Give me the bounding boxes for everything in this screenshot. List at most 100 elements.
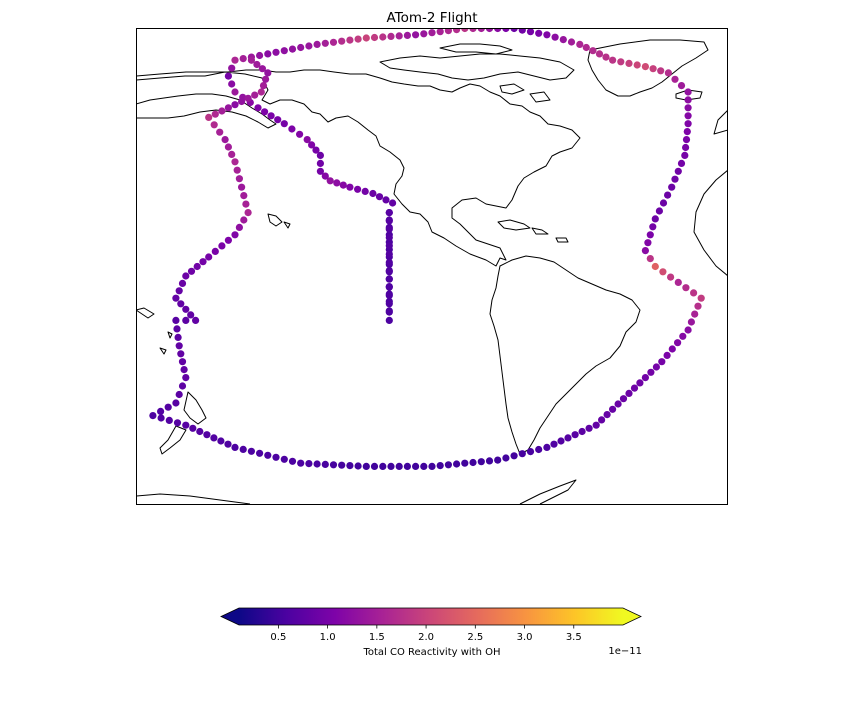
- flight-point: [550, 440, 558, 448]
- flight-point: [346, 36, 354, 44]
- flight-point: [543, 443, 551, 451]
- colorbar-gradient: [239, 608, 623, 625]
- flight-point: [231, 101, 239, 109]
- flight-point: [316, 159, 324, 167]
- hawaii-coastline: [267, 213, 291, 229]
- flight-point: [655, 207, 664, 215]
- flight-point: [174, 333, 182, 341]
- flight-point: [224, 72, 232, 80]
- flight-point: [557, 437, 565, 445]
- flight-point: [175, 287, 183, 295]
- flight-point: [261, 108, 269, 116]
- flight-point: [641, 247, 650, 255]
- flight-point: [412, 462, 420, 470]
- colorbar-ticks: 0.5 1.0 1.5 2.0 2.5 3.0 3.5: [270, 625, 582, 643]
- colorbar-tick-label: 2.5: [467, 632, 483, 643]
- flight-point: [567, 38, 576, 46]
- flight-point: [280, 47, 288, 55]
- flight-point: [256, 51, 264, 60]
- flight-point: [370, 462, 379, 470]
- flight-point: [370, 33, 379, 42]
- flight-point: [244, 209, 252, 217]
- flight-point: [379, 33, 387, 41]
- flight-point: [211, 110, 219, 118]
- flight-point: [256, 449, 264, 457]
- flight-point: [354, 35, 362, 43]
- flight-point: [193, 262, 201, 271]
- flight-point: [551, 33, 559, 41]
- flight-point: [403, 31, 411, 39]
- flight-point: [257, 88, 265, 96]
- flight-point: [636, 379, 644, 387]
- flight-point: [211, 247, 219, 255]
- flight-point: [375, 193, 384, 201]
- flight-point: [240, 192, 248, 200]
- flight-point: [674, 167, 682, 175]
- flight-point: [303, 136, 311, 144]
- flight-point: [664, 191, 672, 199]
- flight-point: [671, 175, 679, 183]
- flight-point: [175, 342, 183, 350]
- flight-point: [308, 141, 316, 149]
- flight-point: [305, 460, 313, 468]
- flight-point: [272, 48, 280, 56]
- flight-point: [313, 40, 321, 49]
- flight-point: [173, 419, 182, 427]
- flight-point: [403, 462, 411, 470]
- flight-point: [694, 302, 702, 310]
- colorbar-offset-text: 1e−11: [608, 646, 642, 657]
- flight-point: [274, 116, 282, 124]
- flight-point: [239, 55, 247, 63]
- flight-point: [228, 64, 236, 72]
- flight-point: [187, 267, 196, 275]
- flight-point: [485, 457, 494, 465]
- alaska-coastline: [136, 93, 277, 129]
- flight-point: [231, 231, 239, 239]
- flight-point: [321, 460, 329, 468]
- flight-point: [369, 189, 377, 198]
- flight-point: [385, 225, 393, 233]
- flight-point: [339, 181, 347, 189]
- flight-point: [668, 183, 676, 191]
- flight-point: [288, 45, 297, 53]
- flight-point: [477, 28, 485, 33]
- flight-point: [288, 457, 297, 465]
- flight-point: [180, 366, 188, 374]
- flight-point: [477, 458, 485, 466]
- flight-point: [510, 452, 518, 460]
- arctic-islands-coastline: [379, 43, 575, 103]
- flight-point: [216, 128, 224, 136]
- flight-point: [535, 445, 543, 454]
- flight-point: [652, 363, 661, 371]
- flight-point: [173, 325, 181, 333]
- europe-africa-coastline: [693, 109, 728, 277]
- flight-point: [682, 136, 691, 144]
- flight-point: [253, 60, 261, 69]
- flight-point: [663, 351, 671, 359]
- flight-point: [262, 75, 270, 83]
- flight-point: [651, 262, 659, 271]
- coastlines: [136, 39, 728, 505]
- flight-point: [264, 451, 272, 459]
- flight-point: [218, 242, 226, 250]
- flight-point: [242, 200, 250, 208]
- flight-point: [595, 50, 604, 58]
- flight-point: [644, 239, 652, 247]
- flight-point: [453, 28, 461, 34]
- flight-point: [178, 382, 187, 390]
- flight-point: [329, 38, 338, 46]
- flight-point: [247, 447, 255, 455]
- flight-point: [646, 255, 654, 263]
- flight-point: [244, 94, 252, 102]
- flight-point: [296, 130, 304, 138]
- flight-point: [576, 40, 584, 49]
- flight-point: [182, 421, 190, 429]
- flight-point: [288, 125, 296, 133]
- flight-point: [247, 56, 256, 64]
- flight-point: [387, 462, 395, 470]
- flight-point: [589, 47, 597, 55]
- flight-point: [205, 113, 213, 121]
- flight-point: [238, 183, 246, 191]
- flight-point: [329, 461, 338, 469]
